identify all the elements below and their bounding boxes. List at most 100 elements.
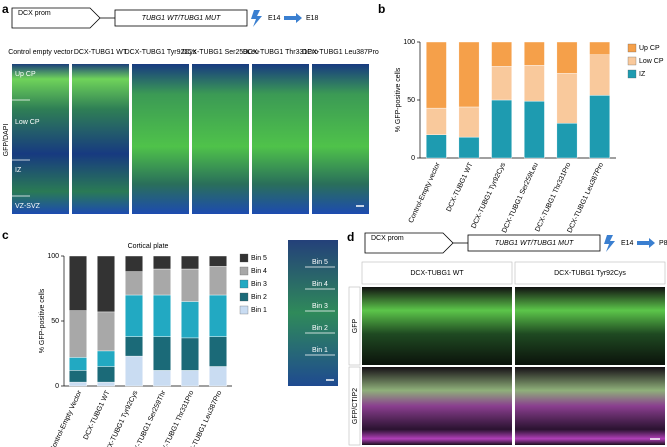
chart-title: Cortical plate — [128, 243, 169, 250]
bar-segment — [69, 381, 87, 387]
bar-segment — [125, 271, 143, 296]
bar-segment — [209, 336, 227, 367]
bar-segment — [153, 268, 171, 296]
micrograph — [192, 64, 249, 214]
micrograph — [72, 64, 129, 214]
column-header: DCX-TUBG1 Leu387Pro — [302, 49, 379, 56]
panel-letter: a — [2, 2, 9, 16]
row-header: GFP/CTIP2 — [352, 388, 359, 424]
stage-end: E18 — [306, 15, 319, 22]
bar-segment — [125, 355, 143, 387]
legend-label: Up CP — [639, 45, 660, 52]
x-tick-label: DCX-TUBG1 Tyr92Cys — [470, 161, 507, 230]
bar-segment — [97, 381, 115, 387]
legend-swatch — [627, 56, 637, 66]
bar-segment — [491, 99, 512, 159]
column-header: DCX-TUBG1 Thr331Pro — [243, 49, 318, 56]
bar-segment — [69, 310, 87, 358]
legend-swatch — [239, 253, 249, 263]
micrograph — [288, 240, 338, 386]
construct-label: TUBG1 WT/TUBG1 MUT — [142, 15, 221, 22]
legend-label: IZ — [639, 71, 646, 78]
column-header: DCX-TUBG1 WT — [410, 270, 464, 277]
y-tick-label: 0 — [55, 383, 59, 390]
row-header-box — [348, 286, 361, 366]
bar-segment — [209, 266, 227, 296]
bin-label: Bin 3 — [312, 303, 328, 310]
y-tick-label: 50 — [51, 318, 59, 325]
x-tick-label: DCX-TUBG1 Thr331Pro — [534, 162, 572, 233]
bar-segment — [589, 95, 610, 159]
bar-segment — [181, 268, 199, 302]
column-header-box — [361, 261, 513, 285]
stage-start: E14 — [268, 15, 281, 22]
y-axis-label: % GFP-positive cells — [395, 67, 402, 132]
row-header-box — [348, 366, 361, 446]
legend-swatch — [239, 279, 249, 289]
legend-swatch — [627, 43, 637, 53]
construct-label: TUBG1 WT/TUBG1 MUT — [495, 240, 574, 247]
bar-segment — [209, 294, 227, 337]
x-tick-label: DCX-TUBG1 Leu387Pro — [566, 162, 605, 235]
legend-label: Bin 5 — [251, 255, 267, 262]
bar-segment — [69, 370, 87, 383]
panel-letter: d — [347, 230, 354, 244]
y-tick-label: 100 — [403, 39, 415, 46]
promoter-label: DCX prom — [18, 10, 51, 17]
panel-letter: b — [378, 2, 385, 16]
micrograph — [12, 64, 69, 214]
bin-label: Bin 1 — [312, 347, 328, 354]
x-tick-label: DCX-TUBG1 WT — [83, 389, 112, 441]
column-header: DCX-TUBG1 Ser259Leu — [182, 49, 259, 56]
y-axis-label: % GFP-positive cells — [39, 288, 46, 353]
column-header-box — [514, 261, 666, 285]
bar-segment — [458, 136, 480, 159]
bar-segment — [524, 64, 545, 102]
bar-segment — [209, 366, 227, 387]
row-header: GFP — [352, 318, 359, 333]
stage-start: E14 — [621, 240, 634, 247]
bar-segment — [458, 106, 480, 138]
panel-letter: c — [2, 228, 9, 242]
layer-label: Low CP — [15, 119, 40, 126]
bin-label: Bin 5 — [312, 259, 328, 266]
micrograph — [312, 64, 369, 214]
bar-segment — [458, 41, 480, 108]
legend-label: Bin 2 — [251, 294, 267, 301]
promoter-arrow — [364, 232, 454, 254]
stain-label: GFP/DAPI — [3, 124, 10, 157]
bar-segment — [524, 41, 545, 66]
y-tick-label: 0 — [411, 155, 415, 162]
bar-segment — [556, 73, 578, 124]
micrograph — [362, 367, 512, 445]
y-tick-label: 50 — [407, 97, 415, 104]
bar-segment — [125, 255, 143, 272]
electroporation-icon — [251, 10, 262, 27]
y-tick-label: 100 — [47, 253, 59, 260]
bin-label: Bin 2 — [312, 325, 328, 332]
stage-arrow — [637, 238, 655, 248]
bar-segment — [97, 255, 115, 313]
bar-segment — [153, 294, 171, 337]
bar-segment — [181, 301, 199, 339]
legend-label: Bin 4 — [251, 268, 267, 275]
column-header: DCX-TUBG1 Tyr92Cys — [125, 49, 197, 56]
bar-segment — [491, 66, 512, 101]
bar-segment — [125, 336, 143, 357]
construct-box — [467, 234, 601, 252]
column-header: DCX-TUBG1 WT — [74, 49, 128, 56]
micrograph — [362, 287, 512, 365]
bar-segment — [97, 366, 115, 383]
legend-label: Bin 1 — [251, 307, 267, 314]
bar-segment — [589, 54, 610, 96]
bar-segment — [589, 41, 610, 55]
construct-box — [114, 9, 248, 27]
micrograph — [252, 64, 309, 214]
bar-segment — [491, 41, 512, 67]
bar-segment — [153, 336, 171, 371]
micrograph — [132, 64, 189, 214]
bar-segment — [153, 255, 171, 270]
legend-label: Bin 3 — [251, 281, 267, 288]
bar-segment — [426, 107, 447, 136]
